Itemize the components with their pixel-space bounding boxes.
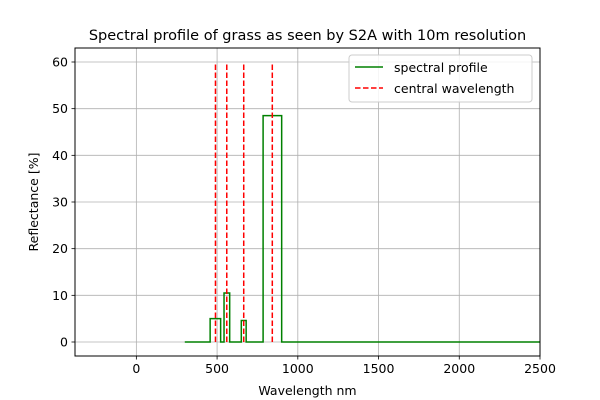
series-layer xyxy=(184,62,540,343)
x-tick-label: 0 xyxy=(132,361,140,376)
y-tick-label: 30 xyxy=(52,195,68,210)
y-tick-label: 50 xyxy=(52,101,68,116)
y-tick-label: 0 xyxy=(60,335,68,350)
x-tick-label: 1500 xyxy=(363,361,395,376)
y-axis-label: Reflectance [%] xyxy=(26,153,41,252)
y-tick-label: 10 xyxy=(52,288,68,303)
y-tick-label: 20 xyxy=(52,241,68,256)
x-tick-label: 2000 xyxy=(443,361,475,376)
x-tick-label: 1000 xyxy=(282,361,314,376)
legend-box xyxy=(348,54,533,103)
legend: spectral profile central wavelength xyxy=(348,54,533,103)
legend-label-spectral-profile: spectral profile xyxy=(394,60,488,75)
y-tick-label: 40 xyxy=(52,148,68,163)
ticks: 0 500 1000 1500 2000 2500 0 10 20 30 40 50 60 xyxy=(52,55,556,377)
chart-title: Spectral profile of grass as seen by S2A… xyxy=(89,28,526,44)
x-tick-label: 2500 xyxy=(524,361,556,376)
x-axis-label: Wavelength nm xyxy=(258,383,356,398)
grid xyxy=(75,48,541,356)
x-tick-label: 500 xyxy=(205,361,229,376)
y-tick-label: 60 xyxy=(52,55,68,70)
spectral-profile-line xyxy=(184,114,540,343)
legend-label-central-wavelength: central wavelength xyxy=(394,81,514,96)
